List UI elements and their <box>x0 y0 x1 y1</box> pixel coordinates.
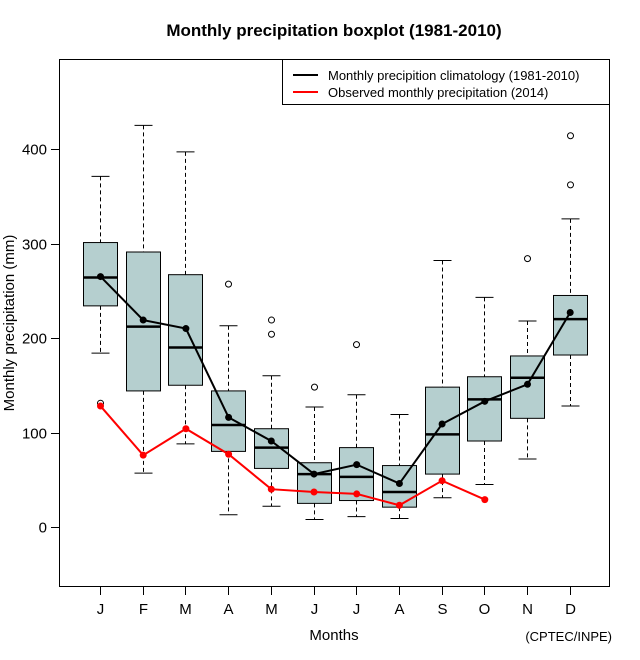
legend: Monthly precipition climatology (1981-20… <box>282 59 610 105</box>
x-tick-label: M <box>265 601 278 618</box>
observed-point <box>395 501 403 509</box>
x-tick-label: A <box>223 601 233 618</box>
observed-point <box>481 496 489 504</box>
y-tick-label: 100 <box>22 426 47 443</box>
y-tick-label: 0 <box>39 520 47 537</box>
box-group-n-10 <box>510 255 545 460</box>
observed-point <box>139 451 147 459</box>
outlier-point <box>311 383 318 391</box>
x-tick-label: O <box>479 601 491 618</box>
observed-point <box>353 490 361 498</box>
observed-point <box>267 485 275 493</box>
observed-point <box>225 450 233 458</box>
credit-label: (CPTEC/INPE) <box>525 629 612 644</box>
observed-point <box>438 477 446 485</box>
observed-point <box>97 402 104 410</box>
x-tick-label: S <box>437 601 447 618</box>
climatology-point <box>524 380 531 388</box>
climatology-point <box>182 325 190 333</box>
climatology-point <box>438 420 446 428</box>
box-group-a-3 <box>211 280 246 516</box>
x-tick-label: A <box>394 601 404 618</box>
box-group-f-1 <box>126 124 161 474</box>
observed-point <box>182 425 190 433</box>
outlier-point <box>524 255 531 263</box>
box <box>425 386 460 475</box>
chart-title: Monthly precipitation boxplot (1981-2010… <box>166 21 501 40</box>
x-tick-label: M <box>179 601 192 618</box>
legend-box <box>282 59 610 105</box>
x-tick-label: J <box>97 601 105 618</box>
x-tick-label: J <box>311 601 319 618</box>
box <box>467 376 502 442</box>
box-group-m-2 <box>168 151 203 445</box>
climatology-point <box>353 461 361 469</box>
box <box>211 390 246 452</box>
x-tick-label: N <box>522 601 533 618</box>
x-tick-label: D <box>565 601 576 618</box>
plot-marks <box>83 124 588 520</box>
climatology-point <box>267 437 275 445</box>
box-group-o-9 <box>467 296 502 485</box>
box-group-j-0 <box>83 175 118 407</box>
outlier-point <box>268 330 275 338</box>
box-group-j-6 <box>339 341 374 518</box>
box <box>553 294 588 356</box>
climatology-point <box>139 316 147 324</box>
climatology-point <box>566 308 574 316</box>
box-group-s-8 <box>425 260 460 499</box>
y-tick-label: 300 <box>22 237 47 254</box>
observed-point <box>310 488 318 496</box>
outlier-point <box>353 341 360 349</box>
climatology-point <box>225 413 233 421</box>
climatology-point <box>481 397 489 405</box>
climatology-line <box>99 275 572 485</box>
x-axis-label: Months <box>309 627 358 644</box>
box-group-j-5 <box>297 383 332 520</box>
climatology-point <box>97 273 104 281</box>
y-axis: 0 100 200 300 400 <box>22 142 59 537</box>
observed-line <box>99 405 486 507</box>
x-tick-label: F <box>139 601 148 618</box>
y-tick-label: 400 <box>22 142 47 159</box>
legend-label-climatology: Monthly precipition climatology (1981-20… <box>328 68 579 83</box>
box-group-m-4 <box>254 316 289 507</box>
outlier-point <box>567 132 574 140</box>
outlier-point <box>225 280 232 288</box>
x-tick-label: J <box>353 601 361 618</box>
outlier-point <box>268 316 275 324</box>
y-tick-label: 200 <box>22 331 47 348</box>
box-group-d-11 <box>553 132 588 407</box>
climatology-point <box>395 480 403 488</box>
outlier-point <box>567 181 574 189</box>
climatology-point <box>310 470 318 478</box>
y-axis-label: Monthly precipitation (mm) <box>1 235 18 412</box>
legend-label-observed: Observed monthly precipitation (2014) <box>328 85 548 100</box>
box <box>297 462 332 504</box>
